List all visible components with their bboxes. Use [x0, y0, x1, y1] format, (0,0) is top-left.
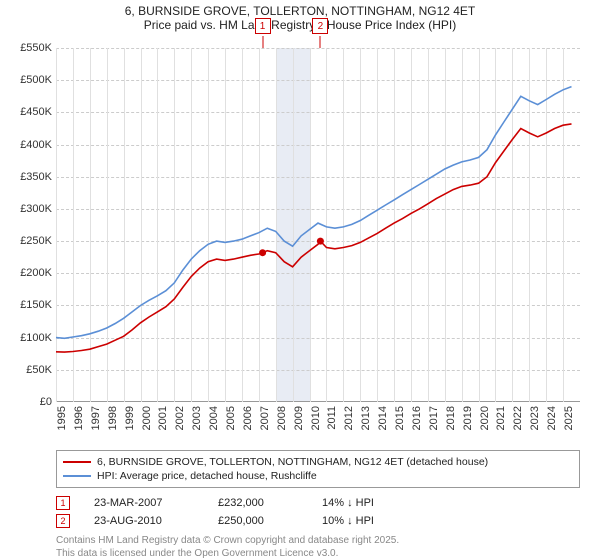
legend-row-price-paid: 6, BURNSIDE GROVE, TOLLERTON, NOTTINGHAM… [63, 455, 573, 469]
attribution-line-2: This data is licensed under the Open Gov… [56, 547, 580, 560]
legend-swatch-price-paid [63, 461, 91, 463]
x-tick-label: 2004 [208, 406, 220, 430]
x-tick-label: 2009 [293, 406, 305, 430]
sale-marker-box-1: 1 [255, 18, 271, 34]
x-tick-label: 1996 [73, 406, 85, 430]
plot-area: 12 [56, 48, 580, 402]
legend-label-price-paid: 6, BURNSIDE GROVE, TOLLERTON, NOTTINGHAM… [97, 456, 488, 468]
legend-box: 6, BURNSIDE GROVE, TOLLERTON, NOTTINGHAM… [56, 450, 580, 488]
x-tick-label: 1995 [56, 406, 68, 430]
chart-title-line-2: Price paid vs. HM Land Registry's House … [0, 18, 600, 32]
y-tick-label: £50K [26, 364, 52, 376]
chart-title-line-1: 6, BURNSIDE GROVE, TOLLERTON, NOTTINGHAM… [0, 4, 600, 18]
attribution: Contains HM Land Registry data © Crown c… [56, 534, 580, 560]
legend-row-hpi: HPI: Average price, detached house, Rush… [63, 469, 573, 483]
x-tick-label: 2021 [495, 406, 507, 430]
sales-row-1: 1 23-MAR-2007 £232,000 14% ↓ HPI [56, 494, 580, 512]
x-tick-label: 2025 [563, 406, 575, 430]
x-tick-label: 2007 [259, 406, 271, 430]
x-tick-label: 2024 [546, 406, 558, 430]
y-tick-label: £550K [20, 42, 52, 54]
x-tick-label: 2014 [377, 406, 389, 430]
legend-and-notes: 6, BURNSIDE GROVE, TOLLERTON, NOTTINGHAM… [56, 450, 580, 560]
title-block: 6, BURNSIDE GROVE, TOLLERTON, NOTTINGHAM… [0, 0, 600, 34]
plot-svg [56, 48, 580, 402]
x-tick-label: 2016 [411, 406, 423, 430]
sales-table: 1 23-MAR-2007 £232,000 14% ↓ HPI 2 23-AU… [56, 494, 580, 530]
legend-label-hpi: HPI: Average price, detached house, Rush… [97, 470, 317, 482]
y-tick-label: £450K [20, 106, 52, 118]
y-axis: £0£50K£100K£150K£200K£250K£300K£350K£400… [0, 48, 56, 402]
x-tick-label: 2022 [512, 406, 524, 430]
y-tick-label: £150K [20, 299, 52, 311]
x-tick-label: 2002 [174, 406, 186, 430]
x-tick-label: 2000 [141, 406, 153, 430]
x-tick-label: 2020 [479, 406, 491, 430]
sales-marker-2: 2 [56, 514, 70, 528]
attribution-line-1: Contains HM Land Registry data © Crown c… [56, 534, 580, 547]
legend-swatch-hpi [63, 475, 91, 477]
x-tick-label: 2015 [394, 406, 406, 430]
sales-delta-2: 10% ↓ HPI [322, 515, 422, 527]
sales-price-1: £232,000 [218, 497, 298, 509]
series-hpi [56, 87, 572, 339]
chart-container: 6, BURNSIDE GROVE, TOLLERTON, NOTTINGHAM… [0, 0, 600, 560]
x-tick-label: 2017 [428, 406, 440, 430]
x-tick-label: 2003 [191, 406, 203, 430]
sale-dot-2 [317, 238, 324, 245]
x-tick-label: 2011 [326, 406, 338, 430]
sales-date-2: 23-AUG-2010 [94, 515, 194, 527]
x-tick-label: 2010 [310, 406, 322, 430]
sale-dot-1 [259, 249, 266, 256]
y-tick-label: £100K [20, 332, 52, 344]
sale-leader-1 [262, 36, 263, 48]
y-tick-label: £500K [20, 74, 52, 86]
x-tick-label: 2019 [462, 406, 474, 430]
x-tick-label: 1998 [107, 406, 119, 430]
x-tick-label: 2001 [157, 406, 169, 430]
x-tick-label: 2006 [242, 406, 254, 430]
series-price_paid [56, 124, 572, 352]
x-axis: 1995 1996 1997 1998 1999 2000 2001 2002 2003 2004… [56, 402, 580, 442]
x-tick-label: 2012 [343, 406, 355, 430]
y-tick-label: £350K [20, 171, 52, 183]
sales-date-1: 23-MAR-2007 [94, 497, 194, 509]
x-tick-label: 1997 [90, 406, 102, 430]
sales-delta-1: 14% ↓ HPI [322, 497, 422, 509]
x-tick-label: 2018 [445, 406, 457, 430]
x-tick-label: 2008 [276, 406, 288, 430]
x-tick-label: 1999 [124, 406, 136, 430]
sale-leader-2 [320, 36, 321, 48]
y-tick-label: £0 [40, 396, 52, 408]
y-tick-label: £200K [20, 267, 52, 279]
x-tick-label: 2005 [225, 406, 237, 430]
sale-marker-box-2: 2 [312, 18, 328, 34]
x-tick-label: 2013 [360, 406, 372, 430]
sales-marker-1: 1 [56, 496, 70, 510]
y-tick-label: £250K [20, 235, 52, 247]
y-tick-label: £400K [20, 139, 52, 151]
x-tick-label: 2023 [529, 406, 541, 430]
sales-price-2: £250,000 [218, 515, 298, 527]
sales-row-2: 2 23-AUG-2010 £250,000 10% ↓ HPI [56, 512, 580, 530]
y-tick-label: £300K [20, 203, 52, 215]
